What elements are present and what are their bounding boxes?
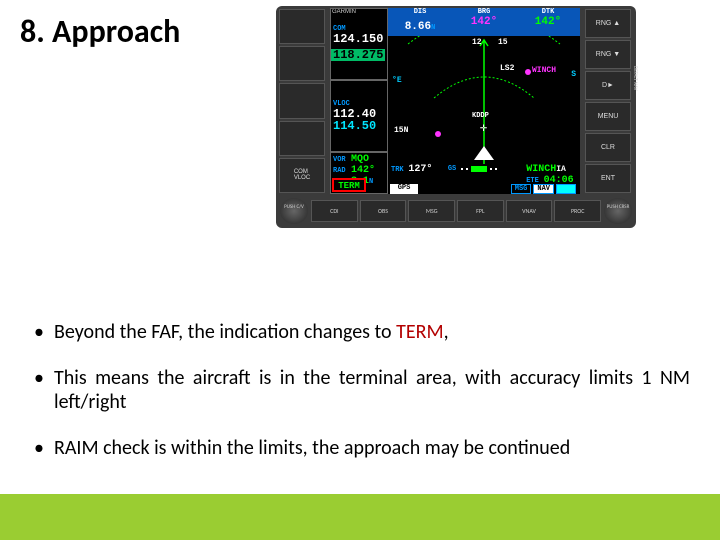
nav-tab: NAV	[533, 184, 554, 194]
vloc-f2: 114.50	[331, 120, 387, 132]
brg-top-lbl: BRG	[452, 8, 516, 16]
com-standby: 124.150	[331, 33, 387, 45]
gps-unit: COMVLOC GARMIN ■ GNC 530 COM 124.150 118…	[276, 6, 636, 228]
screen-bottom-bar: TRK 127° GS WINCHIA ETE 04:06 GPS	[388, 164, 580, 194]
com-active: 118.275	[331, 49, 385, 61]
direct-button[interactable]: D►	[585, 71, 631, 100]
left-btn[interactable]	[279, 9, 325, 44]
right-knob[interactable]: PUSH CRSR	[604, 198, 632, 224]
bullet-1-post: ,	[444, 320, 449, 344]
rad-val: 142°	[351, 165, 375, 176]
clr-button[interactable]: CLR	[585, 133, 631, 162]
term-highlight-text: TERM	[396, 320, 443, 344]
bullet-1-pre: Beyond the FAF, the indication changes t…	[54, 320, 396, 344]
dis-cell: DIS 8.66N	[388, 8, 452, 36]
left-knob[interactable]: PUSH C/V	[280, 198, 308, 224]
screen-top-bar: DIS 8.66N BRG 142° DTK 142°	[388, 8, 580, 36]
slide-title: 8. Approach	[20, 12, 180, 51]
vor-val: MQO	[351, 154, 369, 165]
gps-bottom-row: PUSH C/V CDI OBS MSG FPL VNAV PROC PUSH …	[278, 198, 634, 224]
gs-cell: GS	[445, 164, 523, 186]
dis-top-lbl: DIS	[388, 8, 452, 16]
term-indicator: TERM	[332, 178, 366, 192]
cdi-button[interactable]: CDI	[311, 200, 358, 222]
gps-mode-tab: GPS	[390, 184, 418, 194]
rng-down-button[interactable]: RNG ▼	[585, 40, 631, 69]
fpl-button[interactable]: FPL	[457, 200, 504, 222]
page-dots	[556, 184, 576, 194]
map-winch: WINCH	[532, 66, 556, 75]
trk-lbl: TRK	[391, 166, 404, 174]
bullet-2: This means the aircraft is in the termin…	[30, 366, 690, 414]
wpt-cell: WINCHIA ETE 04:06	[523, 164, 580, 186]
gps-right-buttons: RNG ▲ RNG ▼ D► MENU CLR ENT	[584, 8, 632, 194]
gs-lbl: GS	[448, 165, 456, 173]
dis-unit: N	[369, 178, 373, 186]
rng-up-button[interactable]: RNG ▲	[585, 9, 631, 38]
map-kddp: KDDP	[472, 112, 489, 120]
gps-left-buttons: COMVLOC	[278, 8, 326, 194]
right-strip-label: DEFALT NAV	[626, 66, 638, 90]
map-east: °E	[392, 76, 402, 85]
gps-screen: GARMIN ■ GNC 530 COM 124.150 118.275 VLO…	[330, 8, 580, 194]
page-tabs: MSG NAV	[511, 184, 576, 194]
map-center-icon: ✛	[480, 120, 487, 135]
msg-button[interactable]: MSG	[408, 200, 455, 222]
bullet-3: RAIM check is within the limits, the app…	[30, 436, 690, 460]
map-scale: 15N	[394, 126, 408, 135]
proc-button[interactable]: PROC	[554, 200, 601, 222]
left-btn[interactable]	[279, 46, 325, 81]
wpt-suffix: IA	[556, 165, 566, 174]
bullet-1: Beyond the FAF, the indication changes t…	[30, 320, 690, 344]
vor-lbl: VOR	[333, 156, 346, 164]
left-btn[interactable]: COMVLOC	[279, 158, 325, 193]
wpt-name: WINCH	[526, 164, 556, 175]
map-tick-15: 15	[498, 38, 508, 47]
vnav-button[interactable]: VNAV	[506, 200, 553, 222]
map-area: 12 15 °E S LS2 WINCH ✛ 15N KDDP	[388, 36, 580, 164]
cdi-indicator	[461, 166, 497, 172]
map-tick-12: 12	[472, 38, 482, 47]
obs-button[interactable]: OBS	[360, 200, 407, 222]
msg-tab: MSG	[511, 184, 532, 194]
dtk-top-lbl: DTK	[516, 8, 580, 16]
left-btn[interactable]	[279, 121, 325, 156]
bullet-list: Beyond the FAF, the indication changes t…	[30, 320, 690, 482]
vloc-box: VLOC 112.40 114.50	[330, 80, 388, 152]
ent-button[interactable]: ENT	[585, 164, 631, 193]
left-btn[interactable]	[279, 83, 325, 118]
brg-cell: BRG 142°	[452, 8, 516, 36]
map-south: S	[571, 70, 576, 79]
com-box: COM 124.150 118.275	[330, 8, 388, 80]
dtk-cell: DTK 142°	[516, 8, 580, 36]
brg-top-val: 142°	[452, 16, 516, 28]
footer-bar	[0, 494, 720, 540]
dtk-top-val: 142°	[516, 16, 580, 28]
dis-top-unit: N	[431, 24, 435, 32]
map-ls2: LS2	[500, 64, 514, 73]
menu-button[interactable]: MENU	[585, 102, 631, 131]
trk-val: 127°	[408, 164, 432, 175]
screen-left-col: COM 124.150 118.275 VLOC 112.40 114.50 V…	[330, 8, 388, 194]
dis-top-val: 8.66	[405, 21, 431, 33]
rad-lbl: RAD	[333, 167, 346, 175]
trk-cell: TRK 127°	[388, 164, 445, 186]
